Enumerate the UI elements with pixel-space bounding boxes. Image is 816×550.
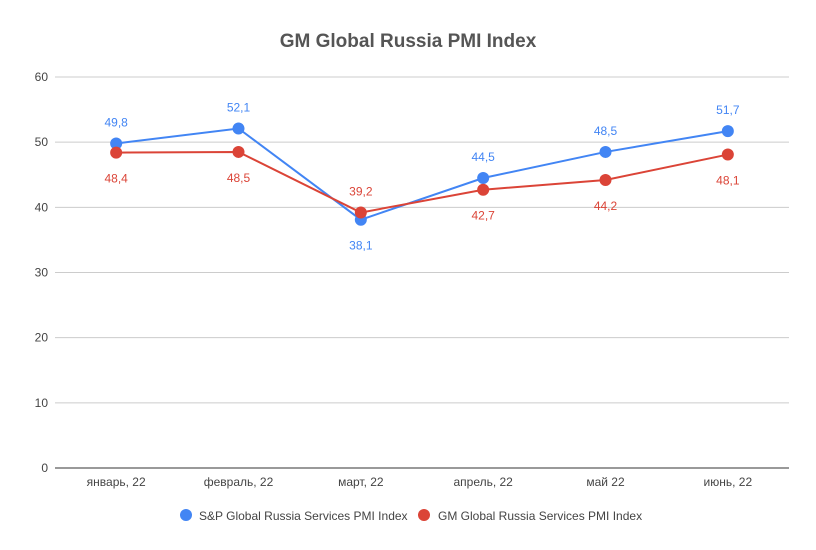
legend-marker-sp-global: [180, 509, 192, 521]
x-tick-label: март, 22: [338, 475, 384, 489]
data-point[interactable]: [599, 173, 612, 186]
data-point[interactable]: [110, 137, 123, 150]
data-label: 42,7: [471, 209, 495, 223]
data-label: 38,1: [349, 239, 373, 253]
data-point[interactable]: [354, 206, 367, 219]
data-point[interactable]: [477, 172, 490, 185]
chart-title: GM Global Russia PMI Index: [280, 31, 537, 52]
y-tick-label: 10: [35, 396, 49, 410]
data-point[interactable]: [599, 145, 612, 158]
x-tick-label: май 22: [586, 475, 625, 489]
legend-label-gm-global[interactable]: GM Global Russia Services PMI Index: [438, 509, 642, 523]
y-tick-label: 20: [35, 331, 49, 345]
data-label: 44,5: [471, 150, 495, 164]
x-tick-label: апрель, 22: [453, 475, 513, 489]
legend[interactable]: S&P Global Russia Services PMI Index GM …: [180, 509, 642, 523]
grid-lines: [55, 76, 789, 469]
y-axis: 0 10 20 30 40 50 60: [35, 70, 49, 475]
x-tick-label: февраль, 22: [204, 475, 274, 489]
legend-marker-gm-global: [418, 509, 430, 521]
series-1: 48,4 48,5 39,2 42,7 44,2 48,1: [104, 145, 740, 223]
data-label: 39,2: [349, 185, 373, 199]
data-label: 51,7: [716, 103, 740, 117]
data-point[interactable]: [721, 148, 734, 161]
data-label: 48,5: [594, 124, 618, 138]
data-point[interactable]: [477, 183, 490, 196]
x-tick-label: июнь, 22: [704, 475, 753, 489]
data-label: 52,1: [227, 100, 251, 114]
data-label: 49,8: [104, 115, 128, 129]
data-label: 48,1: [716, 174, 740, 188]
series-0: 49,8 52,1 38,1 44,5 48,5 51,7: [104, 100, 739, 252]
data-label: 48,5: [227, 171, 251, 185]
series-line: [116, 150, 729, 214]
x-axis: январь, 22 февраль, 22 март, 22 апрель, 22 м…: [87, 475, 753, 489]
x-tick-label: январь, 22: [87, 475, 146, 489]
data-label: 48,4: [104, 172, 128, 186]
y-tick-label: 0: [41, 461, 48, 475]
legend-label-sp-global[interactable]: S&P Global Russia Services PMI Index: [199, 509, 408, 523]
data-point[interactable]: [232, 122, 245, 135]
y-tick-label: 60: [35, 70, 49, 84]
data-point[interactable]: [721, 125, 734, 138]
y-tick-label: 30: [35, 266, 49, 280]
series-line: [116, 127, 729, 221]
y-tick-label: 50: [35, 135, 49, 149]
y-tick-label: 40: [35, 200, 49, 214]
data-label: 44,2: [594, 199, 618, 213]
series-group: 49,8 52,1 38,1 44,5 48,5 51,7 48,4 48,5 39,2 42,7…: [104, 100, 739, 252]
data-point[interactable]: [110, 146, 123, 159]
data-point[interactable]: [232, 145, 245, 158]
